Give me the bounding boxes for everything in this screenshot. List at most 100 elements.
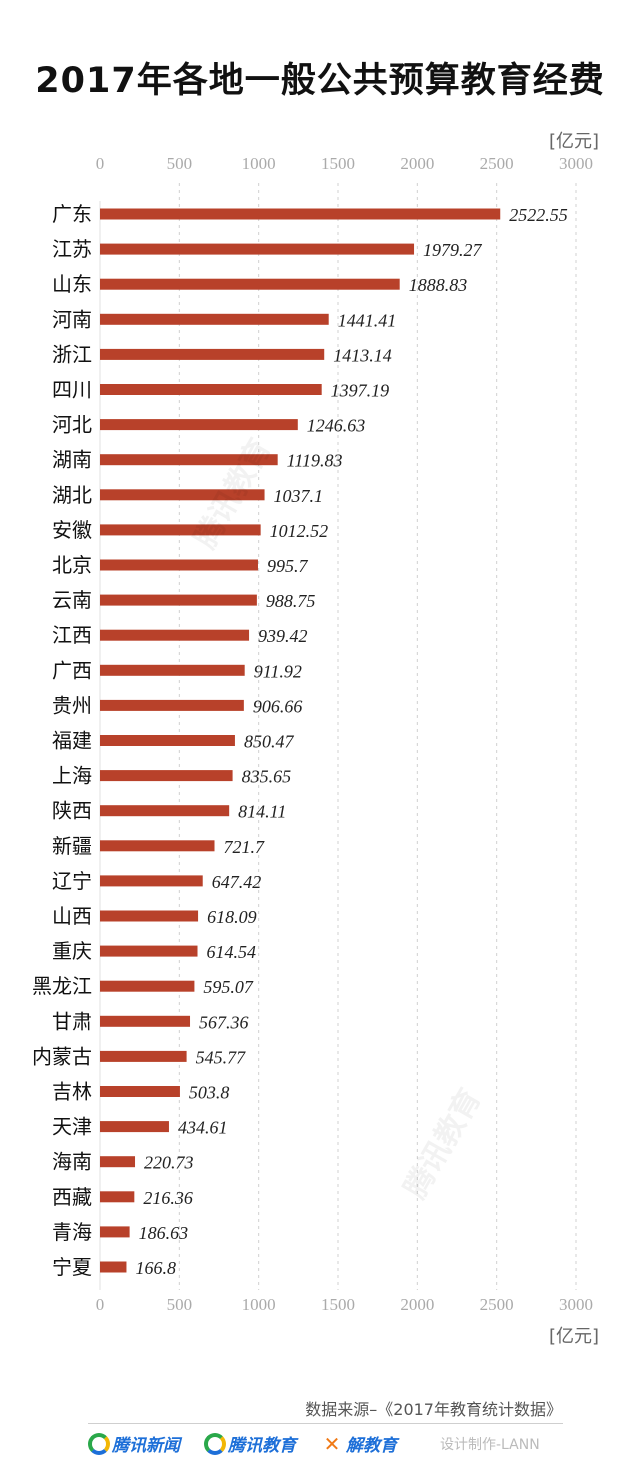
- category-label: 内蒙古: [32, 1044, 92, 1068]
- category-label: 安徽: [52, 518, 92, 542]
- category-label: 广西: [52, 658, 92, 682]
- value-label: 618.09: [207, 907, 257, 927]
- x-tick-label-top: 1500: [321, 154, 355, 173]
- value-label: 220.73: [144, 1153, 194, 1173]
- x-tick-label-bottom: 1000: [242, 1295, 276, 1314]
- bar: [100, 699, 244, 711]
- value-label: 2522.55: [509, 205, 568, 225]
- bar: [100, 980, 195, 992]
- x-tick-label-top: 0: [96, 154, 105, 173]
- category-label: 山东: [52, 272, 92, 296]
- x-tick-label-top: 1000: [242, 154, 276, 173]
- value-label: 939.42: [258, 626, 308, 646]
- bar: [100, 1156, 136, 1168]
- category-label: 贵州: [52, 693, 92, 717]
- value-label: 166.8: [135, 1258, 176, 1278]
- value-label: 595.07: [203, 977, 254, 997]
- value-label: 1397.19: [331, 381, 390, 401]
- value-label: 1037.1: [274, 486, 324, 506]
- value-label: 1246.63: [307, 416, 366, 436]
- category-label: 西藏: [52, 1185, 92, 1209]
- bar: [100, 735, 235, 746]
- category-label: 浙江: [52, 342, 92, 366]
- value-label: 614.54: [207, 942, 257, 962]
- x-tick-label-bottom: 3000: [559, 1295, 593, 1314]
- category-label: 云南: [52, 588, 92, 612]
- bar: [100, 559, 258, 571]
- bar: [100, 945, 198, 957]
- bar: [100, 524, 261, 536]
- category-label: 湖南: [52, 448, 92, 472]
- category-label: 甘肃: [52, 1009, 92, 1033]
- x-tick-label-bottom: 1500: [321, 1295, 355, 1314]
- value-label: 906.66: [253, 696, 303, 716]
- category-label: 湖北: [52, 483, 92, 507]
- bar: [100, 278, 400, 290]
- bar: [100, 1015, 191, 1027]
- bar: [100, 770, 233, 782]
- bar: [100, 313, 329, 325]
- category-label: 黑龙江: [32, 974, 92, 998]
- bar: [100, 348, 325, 360]
- bar: [100, 243, 415, 255]
- x-tick-label-bottom: 500: [167, 1295, 193, 1314]
- category-label: 上海: [52, 764, 92, 788]
- value-label: 988.75: [266, 591, 316, 611]
- x-tick-label-bottom: 2000: [400, 1295, 434, 1314]
- category-label: 广东: [52, 202, 92, 226]
- tencent-education-logo-icon: [204, 1432, 226, 1455]
- brand-tencent-news: 腾讯新闻: [88, 1431, 180, 1456]
- category-label: 陕西: [52, 799, 92, 823]
- chart-title: 2017年各地一般公共预算教育经费: [35, 61, 605, 101]
- category-label: 河北: [52, 413, 92, 437]
- value-label: 216.36: [143, 1188, 193, 1208]
- value-label: 567.36: [199, 1012, 249, 1032]
- bar: [100, 1050, 187, 1062]
- value-label: 911.92: [254, 661, 302, 681]
- value-label: 835.65: [242, 767, 291, 787]
- category-label: 北京: [52, 553, 92, 577]
- bar: [100, 208, 501, 220]
- bar: [100, 1191, 135, 1203]
- jie-education-logo-icon: ✕: [323, 1431, 341, 1456]
- brand-tencent-education: 腾讯教育: [204, 1431, 296, 1456]
- bar: [100, 910, 199, 922]
- value-label: 434.61: [178, 1118, 228, 1138]
- bar: [100, 419, 298, 431]
- category-label: 福建: [52, 729, 92, 753]
- value-label: 1012.52: [270, 521, 329, 541]
- bar: [100, 1226, 130, 1238]
- value-label: 1119.83: [287, 451, 343, 471]
- bar: [100, 875, 203, 887]
- category-label: 海南: [52, 1150, 92, 1174]
- x-tick-label-top: 2000: [400, 154, 434, 173]
- unit-label-bottom: [亿元]: [549, 1326, 600, 1347]
- value-label: 721.7: [224, 837, 266, 857]
- bar: [100, 454, 278, 466]
- category-label: 辽宁: [52, 869, 92, 893]
- x-tick-label-bottom: 2500: [480, 1295, 514, 1314]
- bar: [100, 805, 230, 817]
- bar: [100, 1121, 169, 1133]
- category-label: 青海: [52, 1220, 92, 1244]
- category-label: 天津: [52, 1115, 92, 1139]
- value-label: 503.8: [189, 1083, 230, 1103]
- value-label: 186.63: [139, 1223, 189, 1243]
- value-label: 1888.83: [409, 275, 468, 295]
- unit-label-top: [亿元]: [549, 131, 600, 152]
- category-label: 四川: [52, 378, 92, 402]
- category-label: 山西: [52, 904, 92, 928]
- category-label: 江西: [52, 623, 92, 647]
- value-label: 545.77: [196, 1047, 247, 1067]
- bar: [100, 384, 322, 395]
- bar: [100, 489, 265, 501]
- x-tick-label-top: 3000: [559, 154, 593, 173]
- category-label: 吉林: [52, 1080, 92, 1104]
- brand-label: 解教育: [346, 1436, 397, 1456]
- category-label: 宁夏: [52, 1255, 92, 1279]
- brand-label: 腾讯教育: [228, 1436, 296, 1456]
- value-label: 1441.41: [338, 310, 397, 330]
- bar: [100, 1261, 127, 1273]
